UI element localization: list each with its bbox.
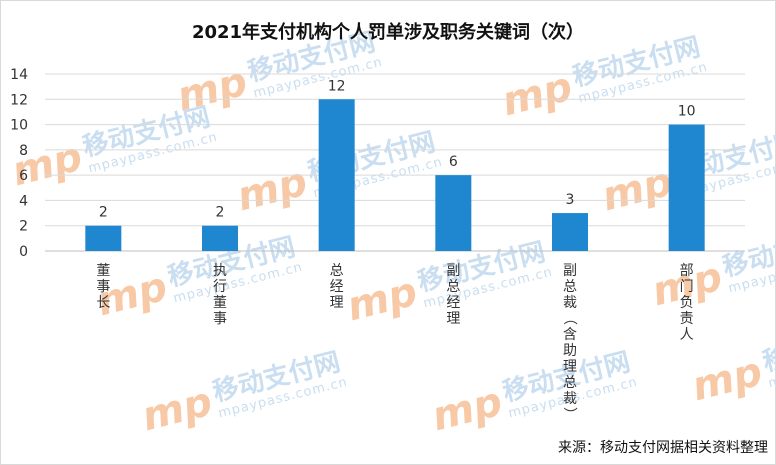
chart-title: 2021年支付机构个人罚单涉及职务关键词（次）	[191, 22, 585, 43]
x-tick-label: 总	[446, 279, 460, 295]
x-tick-label: 门	[680, 279, 694, 295]
data-label: 2	[216, 205, 225, 221]
x-tick-label: 理	[330, 295, 344, 311]
data-label: 10	[678, 104, 696, 120]
y-tick-label: 12	[10, 92, 28, 108]
y-tick-label: 2	[19, 219, 28, 235]
x-tick-label: 事	[213, 311, 227, 327]
data-label: 3	[566, 192, 575, 208]
x-tick-label: 总	[563, 279, 577, 295]
y-tick-label: 4	[19, 193, 28, 209]
source-note: 来源：移动支付网据相关资料整理	[558, 440, 768, 456]
x-tick-label: 理	[563, 359, 577, 375]
y-tick-label: 6	[19, 168, 28, 184]
x-tick-label: 总	[330, 263, 344, 279]
bar	[552, 213, 588, 251]
x-tick-label: 责	[680, 311, 694, 327]
x-tick-label: 事	[96, 279, 110, 295]
y-tick-label: 8	[19, 143, 28, 159]
x-tick-label: 董	[96, 263, 110, 279]
data-label: 6	[449, 154, 458, 170]
y-tick-label: 10	[10, 118, 28, 134]
x-tick-label: （	[561, 311, 577, 325]
data-label: 12	[328, 78, 346, 94]
bar	[202, 225, 238, 251]
x-tick-label: 裁	[563, 295, 577, 311]
bar	[85, 225, 122, 251]
x-tick-label: 裁	[563, 391, 577, 407]
x-tick-label: 经	[330, 279, 344, 295]
x-tick-label: 总	[563, 375, 577, 391]
data-label: 2	[99, 205, 108, 221]
x-tick-label: 部	[680, 263, 694, 279]
x-tick-label: 行	[213, 279, 227, 295]
x-tick-label: 副	[563, 263, 577, 279]
x-tick-label: ）	[561, 407, 577, 421]
x-tick-label: 助	[563, 343, 577, 359]
x-tick-label: 董	[213, 295, 227, 311]
x-tick-label: 负	[680, 295, 694, 311]
x-tick-label: 执	[213, 263, 227, 279]
x-tick-label: 人	[680, 327, 694, 343]
bar	[318, 99, 355, 252]
y-tick-label: 14	[10, 67, 28, 83]
x-tick-label: 理	[446, 311, 460, 327]
x-tick-label: 长	[96, 295, 110, 311]
bar	[668, 124, 705, 251]
x-tick-label: 经	[446, 295, 460, 311]
x-tick-label: 含	[563, 327, 577, 343]
y-tick-label: 0	[19, 244, 28, 260]
bar	[435, 175, 472, 251]
x-tick-label: 副	[446, 263, 460, 279]
